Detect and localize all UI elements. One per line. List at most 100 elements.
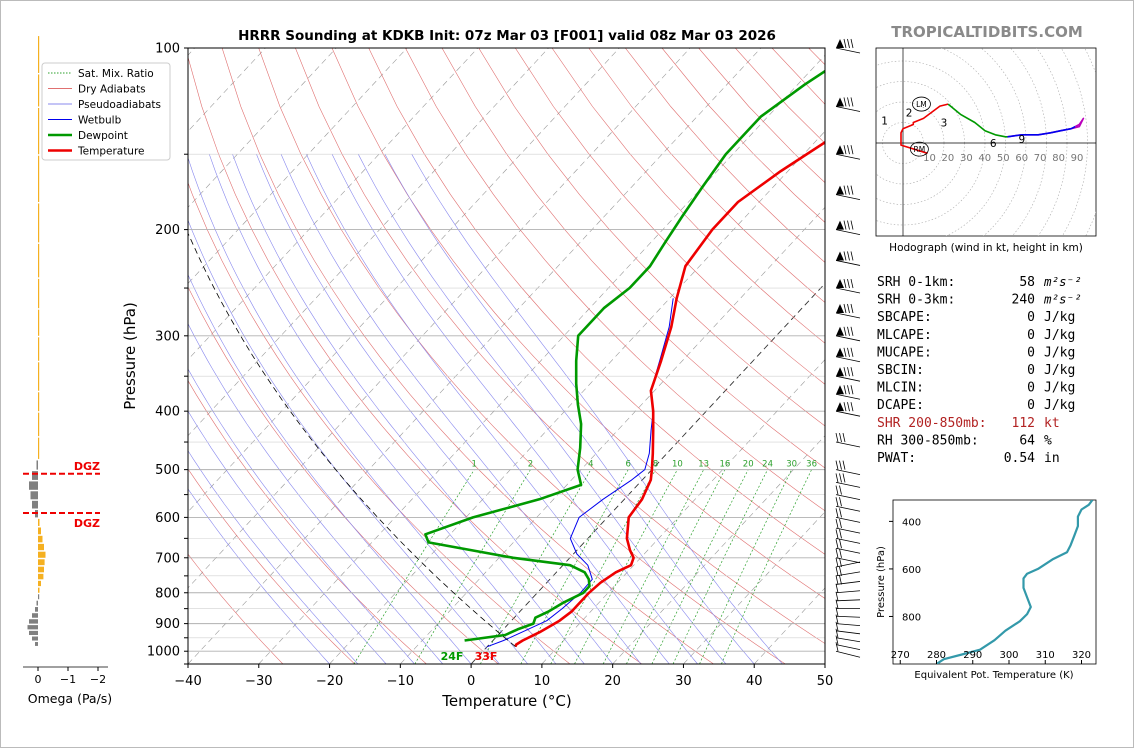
wind-barb	[835, 529, 861, 544]
wind-barb	[835, 548, 861, 564]
y-tick-label: 900	[155, 617, 180, 632]
theta-e-x-tick-label: 280	[927, 650, 946, 661]
y-tick-label: 100	[155, 42, 180, 57]
wind-barb	[835, 385, 861, 400]
hodograph-ring-label: 60	[1015, 153, 1028, 164]
theta-e-frame	[892, 499, 1097, 665]
x-tick-label: 30	[675, 674, 692, 689]
theta-e-x-tick-label: 270	[891, 650, 910, 661]
isotherm	[188, 48, 691, 589]
wind-barb	[835, 251, 861, 266]
wind-barb	[835, 38, 861, 54]
mixing-ratio-label: 16	[720, 460, 731, 470]
omega-tick-label: −2	[90, 673, 106, 686]
wind-barb	[835, 508, 861, 523]
isotherm	[683, 511, 825, 664]
stat-unit: J/kg	[1044, 363, 1075, 378]
hodograph-ring-label: 40	[978, 153, 991, 164]
hodograph-frame	[875, 47, 1097, 237]
dewpoint-profile	[424, 69, 825, 642]
wind-barb	[835, 185, 861, 200]
x-tick-label: 40	[746, 674, 763, 689]
theta-e-y-tick-label: 800	[902, 612, 921, 623]
omega-bar	[38, 543, 44, 551]
mixing-ratio-label: 6	[625, 460, 630, 470]
y-tick-label: 200	[155, 223, 180, 238]
omega-bar	[29, 481, 38, 490]
isotherm	[612, 435, 825, 664]
isotherm	[188, 48, 408, 284]
omega-bar	[38, 573, 44, 580]
theta-e-y-tick-label: 600	[902, 565, 921, 576]
y-tick-label: 700	[155, 551, 180, 566]
mixing-ratio-label: 20	[743, 460, 754, 470]
hodograph-caption: Hodograph (wind in kt, height in km)	[889, 242, 1083, 254]
hodograph-ring-label: 70	[1034, 153, 1047, 164]
stat-value: 0	[1027, 398, 1035, 413]
hodograph-ring-label: 80	[1052, 153, 1065, 164]
mixing-ratio-label: 2	[528, 460, 533, 470]
wind-barb	[835, 347, 861, 363]
wind-barb	[835, 519, 861, 534]
dry-adiabat	[331, 48, 825, 599]
dry-adiabat	[588, 48, 825, 303]
stat-label: MLCIN:	[877, 381, 924, 396]
legend-label: Wetbulb	[78, 115, 122, 127]
surface-dewpoint-label: 24F	[441, 650, 464, 663]
omega-bar	[38, 243, 40, 278]
legend-label: Dewpoint	[78, 130, 128, 142]
temperature-profile	[514, 140, 825, 648]
mixing-ratio-label: 10	[672, 460, 683, 470]
skewt-profiles	[188, 69, 825, 648]
stat-label: MLCAPE:	[877, 328, 932, 343]
omega-bar	[30, 491, 38, 500]
omega-bar	[38, 309, 40, 336]
stat-label: MUCAPE:	[877, 345, 932, 360]
dry-adiabat	[188, 56, 642, 664]
wind-barb	[835, 557, 861, 568]
stat-unit: J/kg	[1044, 328, 1075, 343]
mixing-ratio-label: 4	[588, 460, 593, 470]
omega-bar	[38, 203, 40, 243]
omega-bar	[38, 437, 40, 459]
theta-e-x-tick-label: 320	[1072, 650, 1091, 661]
x-tick-label: −10	[387, 674, 414, 689]
x-tick-label: −40	[174, 674, 201, 689]
stat-unit: J/kg	[1044, 398, 1075, 413]
wind-barb	[835, 642, 861, 658]
y-tick-label: 500	[155, 463, 180, 478]
mixing-ratio-line	[626, 469, 726, 664]
omega-bar	[29, 630, 38, 636]
wind-barb	[835, 278, 861, 294]
omega-bar	[38, 107, 40, 155]
dry-adiabat	[258, 48, 786, 664]
stat-value: 0	[1027, 328, 1035, 343]
hodograph-ring-label: 50	[997, 153, 1010, 164]
wind-barb	[835, 485, 861, 500]
stat-label: SHR 200-850mb:	[877, 416, 987, 431]
stat-value: 0.54	[1004, 451, 1035, 466]
omega-bar	[38, 278, 40, 309]
omega-bar	[38, 594, 40, 600]
mixing-ratio-label: 13	[698, 460, 709, 470]
omega-bar	[32, 471, 38, 480]
mixing-ratio-line	[651, 469, 749, 664]
stat-value: 112	[1012, 416, 1035, 431]
legend-label: Pseudoadiabats	[78, 99, 161, 111]
hodograph-trace	[900, 103, 949, 155]
omega-x-label: Omega (Pa/s)	[28, 691, 112, 706]
theta-e-x-tick-label: 310	[1036, 650, 1055, 661]
dry-adiabat	[188, 286, 499, 664]
dry-adiabat	[441, 48, 825, 469]
y-tick-label: 600	[155, 511, 180, 526]
omega-bar	[38, 392, 40, 412]
chart-title: HRRR Sounding at KDKB Init: 07z Mar 03 […	[238, 28, 776, 44]
omega-bar	[38, 551, 46, 558]
omega-bar	[32, 636, 38, 641]
stat-unit: J/kg	[1044, 381, 1075, 396]
omega-bar	[38, 337, 40, 361]
dgz-label: DGZ	[74, 460, 100, 473]
theta-e-x-tick-label: 290	[963, 650, 982, 661]
wind-barb	[835, 566, 861, 577]
storm-motion-label: LM	[916, 100, 927, 109]
